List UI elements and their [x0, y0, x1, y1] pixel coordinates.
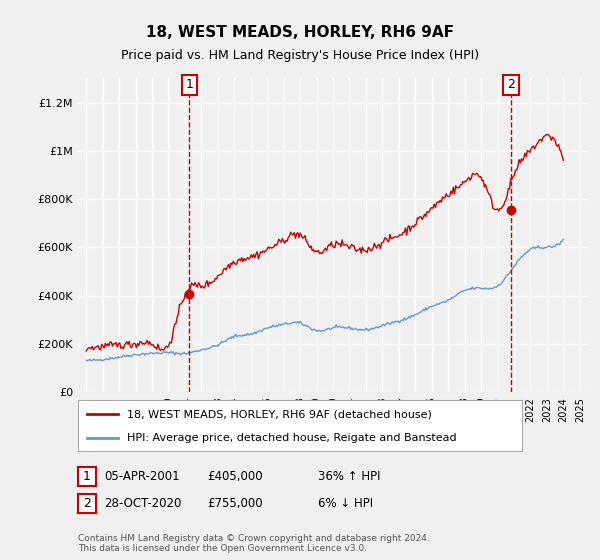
Text: 36% ↑ HPI: 36% ↑ HPI — [318, 470, 380, 483]
Text: 1: 1 — [185, 78, 193, 91]
Text: 2: 2 — [507, 78, 515, 91]
Text: 05-APR-2001: 05-APR-2001 — [104, 470, 179, 483]
Text: 6% ↓ HPI: 6% ↓ HPI — [318, 497, 373, 510]
Text: 18, WEST MEADS, HORLEY, RH6 9AF (detached house): 18, WEST MEADS, HORLEY, RH6 9AF (detache… — [127, 409, 432, 419]
Text: Price paid vs. HM Land Registry's House Price Index (HPI): Price paid vs. HM Land Registry's House … — [121, 49, 479, 62]
Text: HPI: Average price, detached house, Reigate and Banstead: HPI: Average price, detached house, Reig… — [127, 433, 457, 443]
Text: 1: 1 — [83, 470, 91, 483]
Text: £405,000: £405,000 — [207, 470, 263, 483]
Text: 18, WEST MEADS, HORLEY, RH6 9AF: 18, WEST MEADS, HORLEY, RH6 9AF — [146, 25, 454, 40]
Text: £755,000: £755,000 — [207, 497, 263, 510]
Text: 28-OCT-2020: 28-OCT-2020 — [104, 497, 181, 510]
Text: Contains HM Land Registry data © Crown copyright and database right 2024.
This d: Contains HM Land Registry data © Crown c… — [78, 534, 430, 553]
Text: 2: 2 — [83, 497, 91, 510]
